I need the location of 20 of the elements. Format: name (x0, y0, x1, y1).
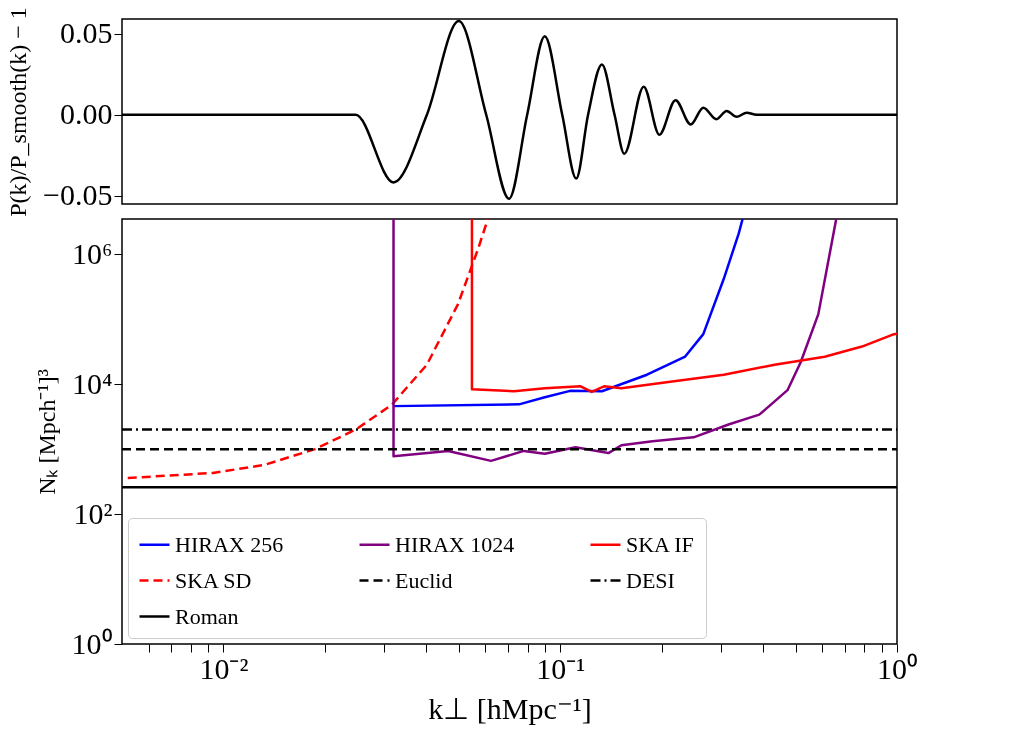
y-tick-label: 10⁶ (72, 236, 113, 270)
y-tick-label: 0.05 (60, 16, 113, 50)
y-axis-title: P(k)/P_smooth(k) − 1 (5, 7, 32, 217)
y-tick-label: 10⁴ (72, 366, 113, 400)
x-tick-label: 10⁻¹ (536, 651, 586, 685)
legend-label: Euclid (395, 567, 453, 593)
y-tick-label: 0.00 (60, 97, 113, 131)
legend-label: HIRAX 256 (175, 531, 284, 557)
y-tick-label: −0.05 (43, 178, 113, 212)
legend-label: DESI (626, 567, 675, 593)
x-axis-title: k⊥ [hMpc⁻¹] (428, 691, 592, 725)
y-axis-title: Nₖ [Mpch⁻¹]³ (33, 369, 60, 495)
y-tick-label: 10⁰ (71, 626, 113, 660)
legend-label: Roman (175, 603, 239, 629)
x-tick-label: 10⁰ (877, 651, 918, 685)
legend-label: SKA SD (175, 567, 252, 593)
legend-label: SKA IF (626, 531, 694, 557)
x-tick-label: 10⁻² (199, 651, 249, 685)
legend-label: HIRAX 1024 (395, 531, 515, 557)
y-tick-label: 10² (73, 496, 113, 530)
